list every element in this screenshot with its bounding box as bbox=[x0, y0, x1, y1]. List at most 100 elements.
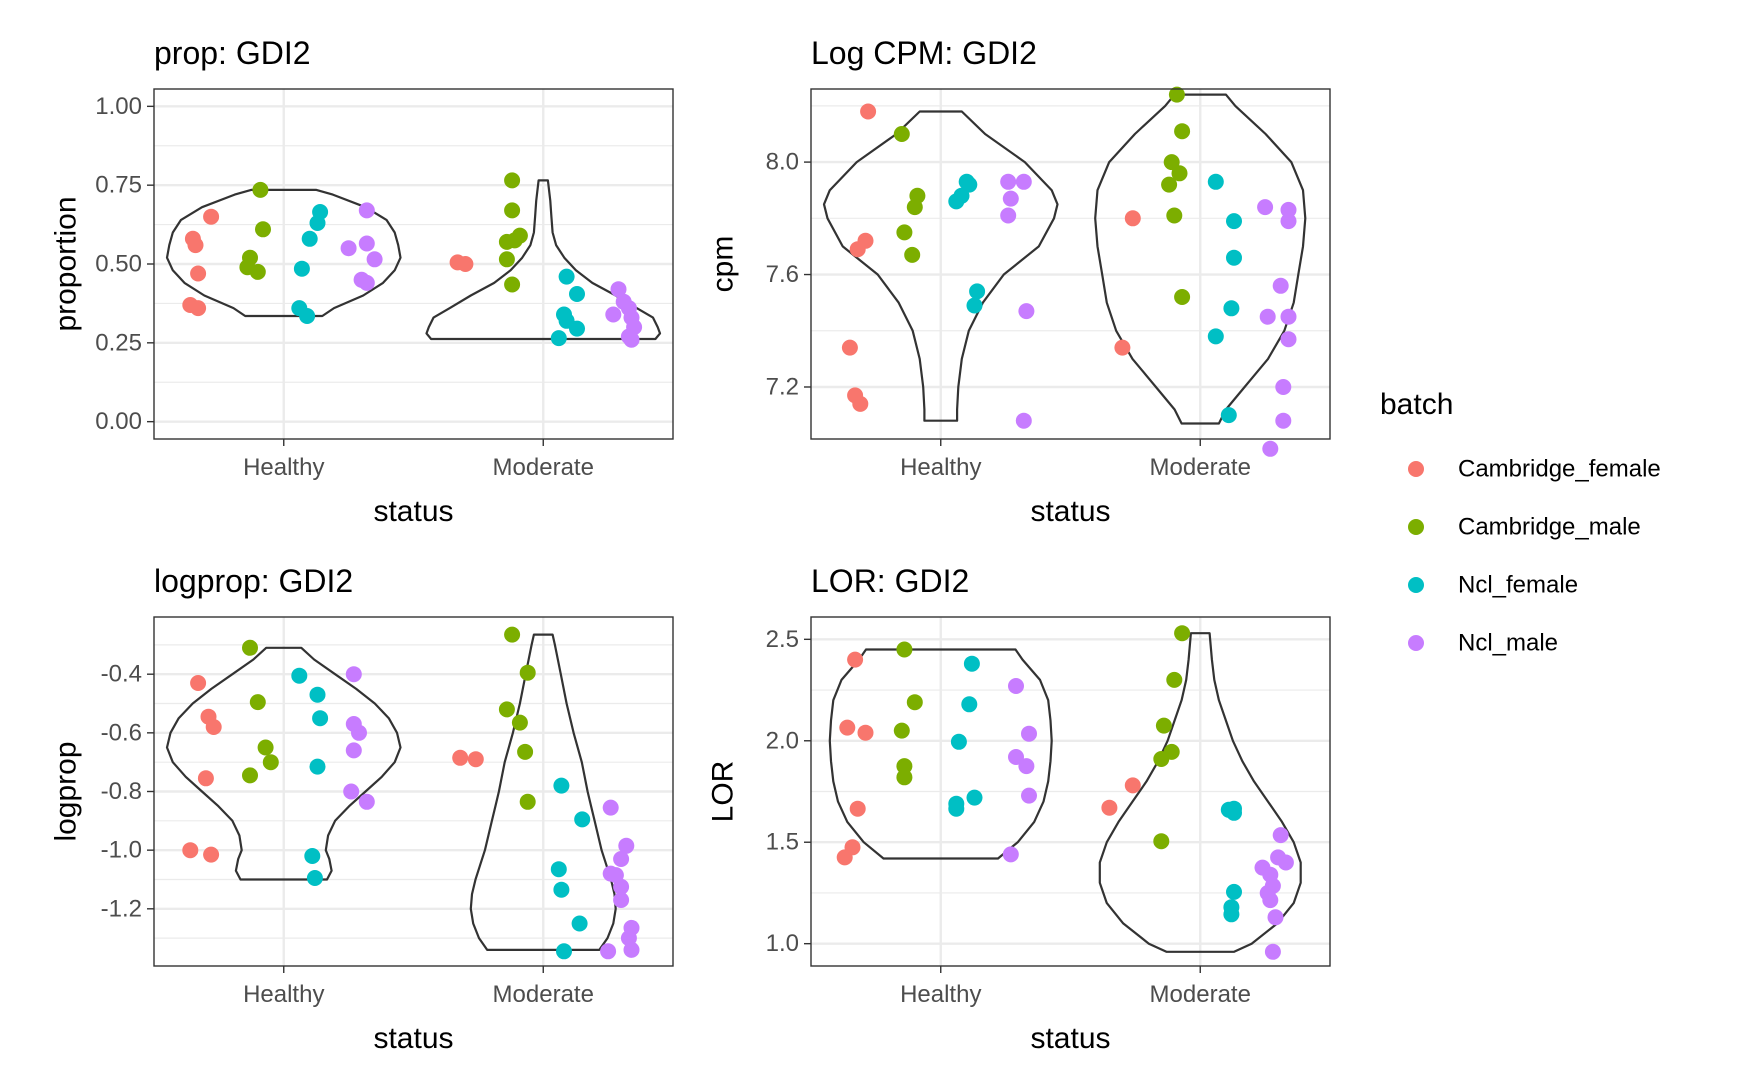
data-point bbox=[1101, 799, 1118, 816]
data-point bbox=[852, 395, 869, 412]
data-point bbox=[961, 176, 978, 193]
data-point bbox=[906, 199, 923, 216]
legend-label: Ncl_female bbox=[1458, 572, 1578, 599]
plot-area: -1.2 -1.0 -0.8 -0.6 -0.4 Healthy Moderate bbox=[101, 616, 674, 1008]
data-point bbox=[366, 251, 383, 268]
y-tick-label: -0.6 bbox=[101, 719, 142, 746]
violin-outline bbox=[165, 188, 402, 318]
data-point bbox=[569, 320, 585, 337]
x-tick-label: Moderate bbox=[1150, 454, 1251, 481]
data-point bbox=[205, 719, 222, 735]
data-point bbox=[1275, 379, 1292, 395]
data-point bbox=[1262, 892, 1279, 909]
data-point bbox=[190, 265, 207, 282]
data-point bbox=[893, 126, 910, 142]
data-point bbox=[948, 193, 965, 210]
data-point bbox=[255, 221, 271, 238]
x-tick-label: Healthy bbox=[243, 981, 324, 1008]
data-point bbox=[1174, 625, 1191, 642]
y-axis-label: LOR bbox=[707, 761, 740, 823]
panel-prop: 0.00 0.25 0.50 0.75 1.00 Healthy Moderate prop… bbox=[50, 35, 674, 528]
data-point bbox=[553, 881, 570, 898]
data-point bbox=[1226, 804, 1242, 821]
x-axis-label: status bbox=[373, 495, 453, 528]
data-point bbox=[345, 742, 362, 759]
data-point bbox=[309, 758, 326, 775]
data-point bbox=[1280, 331, 1297, 348]
panel-title: LOR: GDI2 bbox=[811, 563, 969, 599]
x-tick-label: Moderate bbox=[1150, 981, 1251, 1008]
data-point bbox=[1272, 277, 1289, 294]
plot-area: 0.00 0.25 0.50 0.75 1.00 Healthy Moderate bbox=[95, 88, 674, 481]
data-point bbox=[1259, 308, 1276, 325]
violin-outline bbox=[469, 633, 617, 951]
data-point bbox=[618, 837, 635, 854]
y-tick-label: -0.8 bbox=[101, 778, 142, 805]
data-point bbox=[1015, 412, 1032, 429]
plot-area: 1.0 1.5 2.0 2.5 Healthy Moderate bbox=[766, 616, 1331, 1008]
data-point bbox=[1280, 213, 1297, 230]
data-point bbox=[841, 339, 858, 356]
data-point bbox=[896, 769, 913, 786]
data-point bbox=[571, 915, 588, 932]
data-point bbox=[1275, 412, 1292, 429]
data-point bbox=[613, 878, 630, 895]
legend-key-dot bbox=[1408, 577, 1424, 593]
data-point bbox=[950, 733, 967, 750]
data-point bbox=[1166, 207, 1183, 224]
legend-item: Cambridge_male bbox=[1408, 514, 1641, 541]
legend-item: Cambridge_female bbox=[1408, 456, 1661, 483]
data-point bbox=[498, 701, 515, 718]
legend-label: Cambridge_male bbox=[1458, 514, 1641, 541]
data-point bbox=[309, 686, 326, 703]
data-point bbox=[847, 651, 864, 668]
data-point bbox=[1166, 671, 1183, 688]
data-point bbox=[452, 749, 469, 766]
data-point bbox=[197, 770, 214, 787]
data-point bbox=[1257, 199, 1274, 216]
x-axis-label: status bbox=[1030, 1022, 1110, 1055]
data-point bbox=[306, 870, 323, 886]
x-axis-label: status bbox=[1030, 495, 1110, 528]
data-point bbox=[1280, 201, 1297, 218]
data-point bbox=[556, 943, 572, 960]
data-point bbox=[358, 235, 375, 252]
data-point bbox=[1267, 909, 1284, 926]
plot-area: 7.2 7.6 8.0 Healthy Moderate bbox=[766, 86, 1331, 481]
data-point bbox=[1174, 289, 1191, 305]
data-point bbox=[1174, 123, 1191, 140]
data-point bbox=[1272, 827, 1289, 844]
data-point bbox=[1018, 303, 1035, 320]
data-point bbox=[1223, 906, 1240, 923]
data-point bbox=[1223, 300, 1240, 317]
data-point bbox=[1124, 777, 1141, 794]
data-point bbox=[1008, 678, 1024, 694]
data-point bbox=[849, 241, 866, 258]
data-point bbox=[1220, 407, 1237, 424]
data-point bbox=[1155, 717, 1172, 734]
data-point bbox=[345, 666, 362, 683]
panel-title: Log CPM: GDI2 bbox=[811, 35, 1037, 71]
data-point bbox=[498, 251, 515, 268]
panel-log-cpm: 7.2 7.6 8.0 Healthy Moderate Log CPM: GDI2 c… bbox=[707, 35, 1331, 528]
data-point bbox=[904, 246, 921, 263]
data-point bbox=[504, 202, 521, 219]
data-point bbox=[1226, 883, 1242, 900]
y-tick-label: 0.25 bbox=[95, 329, 142, 356]
data-point bbox=[602, 799, 619, 816]
data-point bbox=[358, 793, 375, 810]
data-point bbox=[312, 710, 329, 727]
data-point bbox=[187, 237, 204, 254]
data-point bbox=[1264, 943, 1281, 960]
data-point bbox=[351, 724, 367, 741]
data-point bbox=[1262, 440, 1279, 457]
x-tick-label: Healthy bbox=[243, 454, 324, 481]
x-tick-label: Healthy bbox=[900, 454, 981, 481]
data-point bbox=[1002, 846, 1019, 863]
data-point bbox=[600, 943, 617, 960]
violin-outline bbox=[1098, 632, 1302, 953]
panel-lor: 1.0 1.5 2.0 2.5 Healthy Moderate LOR: GDI2 LO… bbox=[707, 563, 1331, 1055]
data-point bbox=[623, 941, 640, 958]
data-point bbox=[1171, 165, 1188, 182]
legend-key-dot bbox=[1408, 519, 1424, 535]
